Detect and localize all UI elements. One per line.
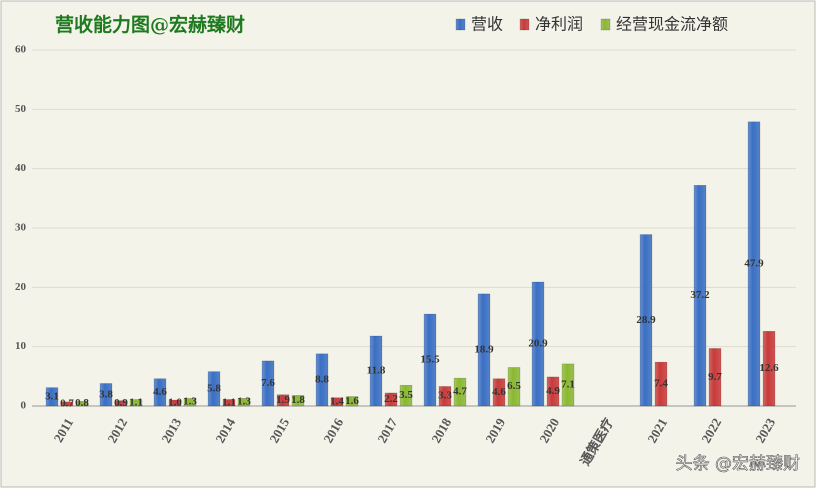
bar xyxy=(507,367,521,407)
bar xyxy=(153,378,167,407)
data-label: 3.1 xyxy=(45,390,59,402)
bar xyxy=(330,397,344,407)
data-label: 4.7 xyxy=(453,386,467,398)
data-label: 37.2 xyxy=(690,289,710,301)
data-label: 1.6 xyxy=(345,395,359,407)
bar xyxy=(693,185,707,407)
legend-swatch xyxy=(519,18,530,31)
data-label: 4.6 xyxy=(153,386,167,398)
data-label: 4.9 xyxy=(546,385,560,397)
bar xyxy=(222,399,236,407)
data-label: 1.4 xyxy=(330,395,344,407)
data-label: 7.6 xyxy=(261,377,275,389)
data-label: 1.9 xyxy=(276,394,290,406)
y-tick-label: 30 xyxy=(15,222,27,234)
data-label: 7.1 xyxy=(561,378,575,390)
data-label: 20.9 xyxy=(528,338,548,350)
bar xyxy=(477,293,491,407)
data-label: 1.8 xyxy=(291,394,305,406)
data-label: 3.3 xyxy=(438,390,452,402)
data-label: 0.9 xyxy=(114,397,128,409)
data-label: 9.7 xyxy=(708,371,722,383)
bar xyxy=(75,401,89,407)
bar xyxy=(531,281,545,407)
bar xyxy=(399,384,413,407)
data-label: 12.6 xyxy=(759,362,779,374)
y-tick-label: 40 xyxy=(15,162,27,174)
bar xyxy=(492,378,506,407)
data-label: 6.5 xyxy=(507,380,521,392)
legend-label: 营收 xyxy=(471,15,503,34)
bar xyxy=(654,361,668,407)
bar xyxy=(708,348,722,407)
bar xyxy=(168,399,182,407)
data-label: 0.8 xyxy=(75,397,89,409)
bar xyxy=(345,396,359,407)
bar xyxy=(99,383,113,407)
watermark: 头条 @宏赫臻财 xyxy=(676,454,800,474)
y-tick-label: 0 xyxy=(21,400,27,412)
chart-title: 营收能力图@宏赫臻财 xyxy=(55,13,245,36)
bar xyxy=(438,386,452,407)
bar xyxy=(747,121,761,407)
bar xyxy=(114,400,128,407)
data-label: 7.4 xyxy=(654,378,668,390)
data-label: 5.8 xyxy=(207,382,221,394)
y-tick-label: 10 xyxy=(15,340,27,352)
y-tick-label: 60 xyxy=(15,44,27,56)
data-label: 3.5 xyxy=(399,389,413,401)
bar xyxy=(453,377,467,407)
bar xyxy=(291,395,305,407)
bar xyxy=(261,360,275,407)
data-label: 11.8 xyxy=(367,365,386,377)
data-label: 15.5 xyxy=(420,354,440,366)
data-label: 2.2 xyxy=(384,393,398,405)
bar xyxy=(639,234,653,407)
data-label: 1.0 xyxy=(168,397,182,409)
bar xyxy=(546,376,560,407)
legend-swatch xyxy=(600,18,611,31)
bar xyxy=(369,335,383,407)
legend-swatch xyxy=(455,18,466,31)
data-label: 1.1 xyxy=(222,396,236,408)
bar xyxy=(60,401,74,407)
y-tick-label: 50 xyxy=(15,103,27,115)
data-label: 1.3 xyxy=(237,396,251,408)
bar xyxy=(384,392,398,407)
bar xyxy=(423,313,437,407)
data-label: 47.9 xyxy=(744,257,764,269)
bar xyxy=(129,399,143,407)
data-label: 18.9 xyxy=(474,343,494,355)
legend-label: 经营现金流净额 xyxy=(616,15,728,34)
data-label: 0.7 xyxy=(60,397,74,409)
data-label: 1.1 xyxy=(129,396,143,408)
bar xyxy=(207,371,221,407)
bar xyxy=(237,398,251,407)
bar xyxy=(276,394,290,407)
bar xyxy=(183,398,197,407)
data-label: 4.6 xyxy=(492,386,506,398)
data-label: 1.3 xyxy=(183,396,197,408)
data-label: 28.9 xyxy=(636,314,656,326)
bar xyxy=(561,363,575,407)
bar xyxy=(315,353,329,407)
y-tick-label: 20 xyxy=(15,281,27,293)
bar xyxy=(762,330,776,407)
data-label: 3.8 xyxy=(99,388,113,400)
bar xyxy=(45,387,59,407)
legend-label: 净利润 xyxy=(535,15,583,34)
data-label: 8.8 xyxy=(315,373,329,385)
